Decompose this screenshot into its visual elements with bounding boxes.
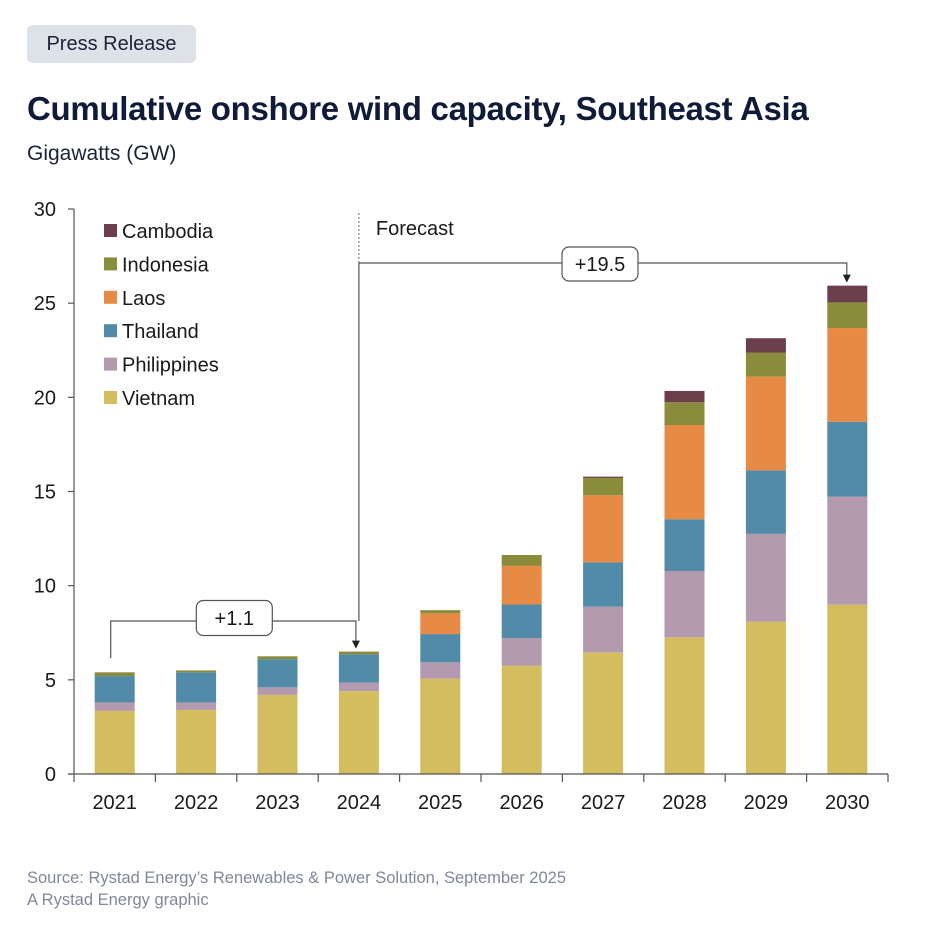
- legend: Cambodia Indonesia Laos Thailand Philippines…: [104, 221, 219, 410]
- legend-swatch-indonesia: [104, 257, 117, 271]
- bar-segment-vietnam-2021: [94, 710, 135, 774]
- legend-label-philippines: Philippines: [122, 355, 219, 377]
- bar-segment-vietnam-2026: [501, 665, 542, 774]
- bar-segment-thailand-2025: [420, 634, 461, 663]
- bar-segment-indonesia-2021: [94, 672, 135, 677]
- bar-segment-indonesia-2024: [338, 651, 379, 655]
- bar-segment-thailand-2021: [94, 676, 135, 703]
- bar-segment-laos-2025: [420, 613, 461, 635]
- legend-swatch-philippines: [104, 357, 117, 371]
- bar-segment-philippines-2029: [745, 533, 786, 622]
- bar-segment-vietnam-2030: [827, 604, 868, 774]
- legend-label-thailand: Thailand: [122, 321, 199, 343]
- y-tick-label: 0: [45, 764, 56, 786]
- bar-segment-vietnam-2022: [176, 709, 217, 774]
- bar-segment-laos-2029: [745, 376, 786, 471]
- x-tick-label: 2029: [744, 792, 789, 814]
- y-tick-label: 10: [34, 576, 56, 598]
- bar-segment-vietnam-2024: [338, 691, 379, 774]
- x-tick-label: 2026: [499, 792, 544, 814]
- bar-segment-philippines-2030: [827, 496, 868, 605]
- annotation-change-2024-2030-box: [561, 246, 639, 282]
- bar-segment-indonesia-2030: [827, 302, 868, 329]
- bar-segment-indonesia-2023: [257, 656, 298, 660]
- y-tick-label: 30: [34, 199, 56, 221]
- bar-segment-thailand-2026: [501, 604, 542, 639]
- legend-swatch-cambodia: [104, 224, 117, 237]
- y-tick-label: 5: [45, 670, 56, 692]
- x-tick-label: 2027: [581, 792, 626, 814]
- bar-segment-vietnam-2027: [583, 652, 624, 774]
- annotation-change-2021-2024-label: +1.1: [215, 608, 254, 630]
- annotation-arrow-2030: [842, 274, 851, 283]
- x-tick-label: 2024: [337, 792, 382, 814]
- chart-title: Cumulative onshore wind capacity, Southe…: [27, 90, 809, 127]
- bar-segment-cambodia-2028: [664, 390, 705, 403]
- legend-label-laos: Laos: [122, 288, 165, 310]
- annotation-change-2021-2024-box: [195, 599, 273, 637]
- annotations-group: Forecast +1.1 +19.5: [110, 213, 851, 659]
- bar-segment-laos-2027: [583, 495, 624, 563]
- annotation-change-2024-2030-label: +19.5: [575, 254, 626, 276]
- bar-segment-philippines-2027: [583, 606, 624, 653]
- bar-segment-cambodia-2029: [745, 338, 786, 353]
- bar-segment-cambodia-2027: [583, 476, 624, 478]
- x-tick-label: 2028: [662, 792, 707, 814]
- x-tick-label: 2030: [825, 792, 870, 814]
- bar-segment-thailand-2023: [257, 659, 298, 688]
- x-tick-label: 2021: [92, 792, 137, 814]
- bar-segment-philippines-2022: [176, 702, 217, 710]
- bar-segment-philippines-2023: [257, 687, 298, 695]
- bar-segment-philippines-2028: [664, 570, 705, 638]
- bar-segment-vietnam-2028: [664, 637, 705, 774]
- annotation-bracket-2024-2030: [358, 262, 848, 277]
- bar-segment-laos-2028: [664, 425, 705, 520]
- bar-segment-thailand-2028: [664, 519, 705, 571]
- legend-label-indonesia: Indonesia: [122, 254, 210, 276]
- bar-segment-vietnam-2025: [420, 678, 461, 774]
- source-note: Source: Rystad Energy’s Renewables & Pow…: [27, 869, 566, 887]
- bar-segment-thailand-2027: [583, 562, 624, 607]
- legend-swatch-thailand: [104, 324, 117, 338]
- bars-group: [94, 285, 868, 774]
- legend-swatch-laos: [104, 290, 117, 304]
- bar-segment-philippines-2021: [94, 702, 135, 711]
- chart-subtitle: Gigawatts (GW): [27, 142, 177, 165]
- bar-segment-vietnam-2023: [257, 694, 298, 774]
- legend-label-vietnam: Vietnam: [122, 388, 195, 410]
- y-tick-label: 15: [34, 482, 56, 504]
- x-tick-label: 2023: [255, 792, 300, 814]
- bar-segment-philippines-2025: [420, 662, 461, 679]
- bar-segment-vietnam-2029: [745, 621, 786, 774]
- bar-segment-indonesia-2026: [501, 554, 542, 566]
- bar-segment-indonesia-2028: [664, 402, 705, 426]
- legend-swatch-vietnam: [104, 391, 117, 404]
- bar-segment-thailand-2029: [745, 470, 786, 534]
- x-tick-label: 2022: [174, 792, 219, 814]
- credit-note: A Rystad Energy graphic: [27, 891, 209, 909]
- bar-segment-thailand-2022: [176, 672, 217, 703]
- bar-segment-laos-2030: [827, 328, 868, 422]
- press-release-badge: Press Release: [27, 25, 196, 63]
- x-tick-label: 2025: [418, 792, 463, 814]
- forecast-label: Forecast: [376, 218, 454, 240]
- bar-segment-cambodia-2030: [827, 285, 868, 303]
- bar-segment-indonesia-2022: [176, 670, 217, 673]
- bar-segment-thailand-2030: [827, 421, 868, 497]
- bar-segment-laos-2026: [501, 565, 542, 605]
- bar-segment-indonesia-2029: [745, 352, 786, 377]
- bar-segment-thailand-2024: [338, 654, 379, 683]
- legend-label-cambodia: Cambodia: [122, 221, 214, 243]
- y-tick-label: 20: [34, 387, 56, 409]
- bar-segment-philippines-2026: [501, 638, 542, 666]
- bar-segment-indonesia-2025: [420, 610, 461, 614]
- y-tick-label: 25: [34, 293, 56, 315]
- annotation-arrow-2024: [351, 640, 360, 649]
- bar-segment-indonesia-2027: [583, 477, 624, 496]
- bar-segment-philippines-2024: [338, 682, 379, 692]
